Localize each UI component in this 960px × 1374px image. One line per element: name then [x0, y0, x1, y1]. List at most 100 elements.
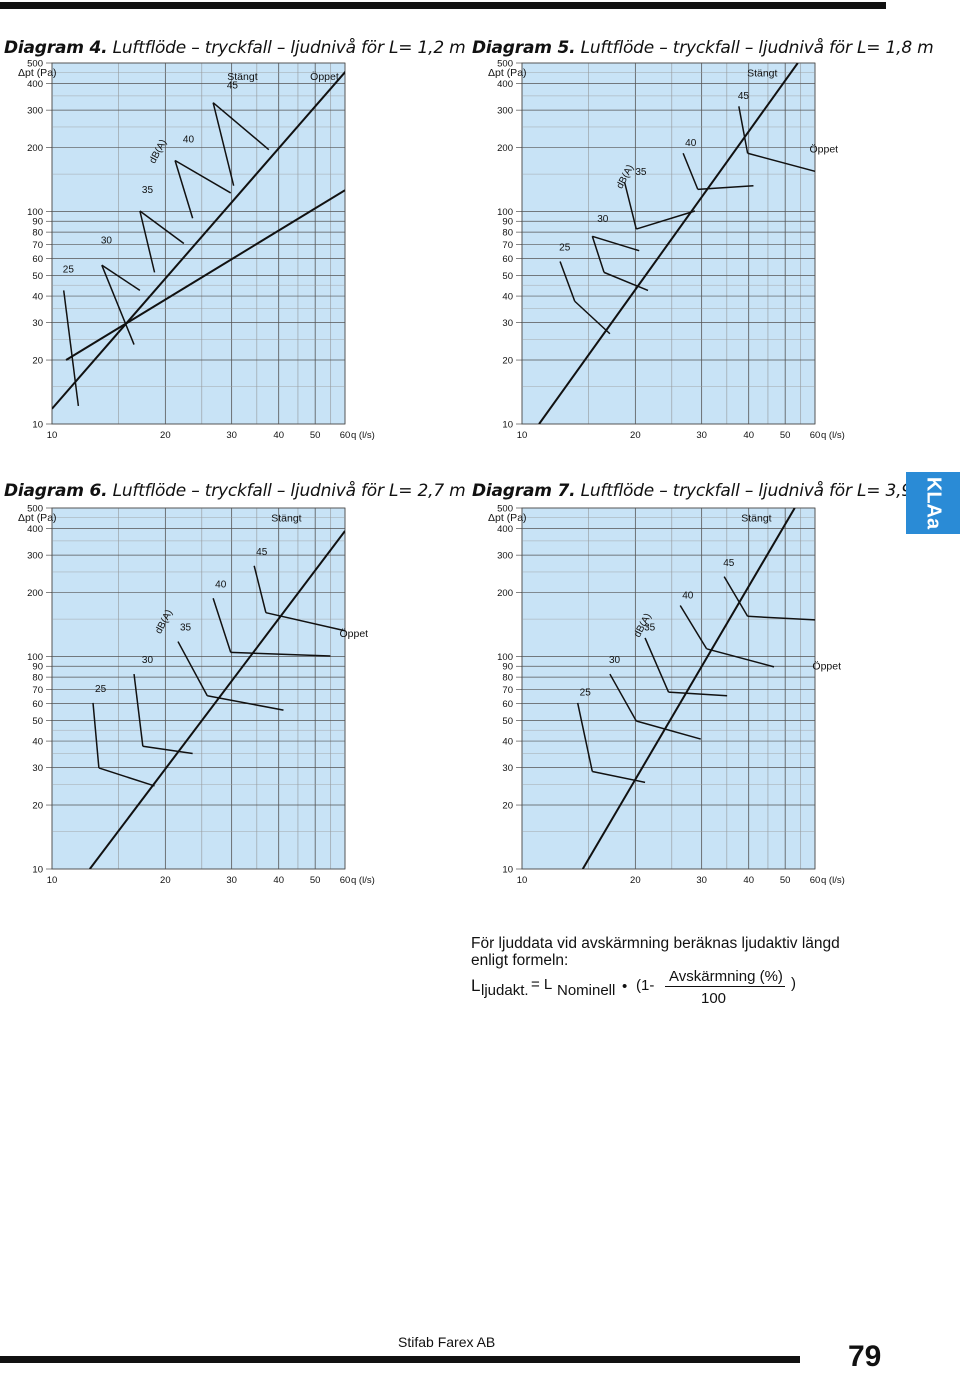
c2-plot-area	[51, 507, 346, 870]
c1-xlabel: q (l/s)	[821, 430, 845, 441]
c2-sound-line	[142, 745, 193, 755]
c0-sound-level-label: 35	[142, 185, 154, 196]
c3-sound-level-label: 40	[682, 590, 694, 601]
c0-ytick-label: 90	[32, 217, 43, 228]
c3-ytick-label: 30	[502, 763, 513, 774]
c0-xtick-label: 50	[310, 430, 321, 441]
c3-plot-area	[521, 507, 816, 870]
c1-ytick-label: 80	[502, 228, 513, 239]
formula-rhs-sub: Nominell	[557, 982, 616, 999]
c2-ytick-label: 10	[32, 865, 43, 876]
c2-sound-line	[230, 651, 331, 657]
c3-ytick-label: 500	[497, 504, 513, 515]
formula-numerator: Avskärmning (%)	[669, 968, 783, 985]
c3-xtick-label: 20	[630, 875, 641, 886]
c0-series-line-0	[52, 70, 345, 410]
company-name: Stifab Farex AB	[398, 1334, 496, 1350]
formula-denominator: 100	[701, 990, 727, 1007]
c2-ytick-label: 500	[27, 504, 43, 515]
c0-ytick-label: 50	[32, 271, 43, 282]
c3-ytick-label: 10	[502, 865, 513, 876]
section-tab: KLAa	[906, 472, 960, 534]
c2-ytick-label: 200	[27, 588, 43, 599]
c3-sound-line	[747, 615, 816, 621]
c1-ytick-label: 70	[502, 240, 513, 251]
c2-ytick-label: 40	[32, 737, 43, 748]
c0-ytick-label: 100	[27, 207, 43, 218]
c2-sound-line	[133, 673, 144, 747]
c1-ytick-label: 100	[497, 207, 513, 218]
c1-ytick-label: 50	[502, 271, 513, 282]
c1-sound-level-label: 45	[738, 91, 750, 102]
c3-sound-line	[592, 770, 646, 784]
diagram-5-label: Diagram 5.	[472, 38, 576, 58]
c0-ytick-label: 70	[32, 240, 43, 251]
c0-xtick-label: 10	[47, 430, 58, 441]
c1-sound-level-label: 40	[685, 138, 697, 149]
c1-sound-line	[574, 300, 611, 335]
c0-sound-line	[139, 210, 156, 273]
c0-sound-line	[212, 102, 235, 186]
diagram-6-subtitle: Luftflöde – tryckfall – ljudnivå för L= …	[112, 481, 466, 501]
c0-sound-line	[139, 210, 185, 245]
c2-open-label: Öppet	[339, 628, 368, 640]
c0-ytick-label: 40	[32, 292, 43, 303]
section-tab-label: KLAa	[922, 476, 945, 530]
c0-sound-line	[101, 264, 135, 345]
diagram-4-subtitle: Luftflöde – tryckfall – ljudnivå för L= …	[112, 38, 466, 58]
c1-ytick-label: 30	[502, 318, 513, 329]
c1-closed-label: Stängt	[747, 68, 777, 80]
c2-ytick-label: 50	[32, 716, 43, 727]
c2-xtick-label: 30	[226, 875, 237, 886]
c1-ytick-label: 300	[497, 106, 513, 117]
c2-ytick-label: 90	[32, 662, 43, 673]
c2-closed-label: Stängt	[271, 513, 301, 525]
c0-xtick-label: 40	[273, 430, 284, 441]
c1-ytick-label: 500	[497, 59, 513, 70]
c3-series-line-0	[581, 508, 796, 869]
diagram-5-title: Diagram 5. Luftflöde – tryckfall – ljudn…	[472, 38, 934, 58]
c3-sound-level-label: 25	[580, 688, 592, 699]
c2-xlabel: q (l/s)	[351, 875, 375, 886]
c0-sound-line	[212, 102, 270, 151]
diagram-7-subtitle: Luftflöde – tryckfall – ljudnivå för L= …	[580, 481, 934, 501]
c0-xtick-label: 60	[340, 430, 351, 441]
c3-xtick-label: 10	[517, 875, 528, 886]
c0-ytick-label: 80	[32, 228, 43, 239]
c3-ytick-label: 90	[502, 662, 513, 673]
c3-ytick-label: 70	[502, 685, 513, 696]
c1-ytick-label: 20	[502, 356, 513, 367]
formula: L ljudakt. = L Nominell • (1- Avskärmnin…	[471, 968, 831, 1013]
c1-sound-line	[636, 210, 696, 230]
c1-xtick-label: 30	[696, 430, 707, 441]
c2-xtick-label: 40	[273, 875, 284, 886]
c2-ylabel: Δpt (Pa)	[18, 512, 57, 524]
diagram-7-label: Diagram 7.	[472, 481, 576, 501]
c3-ytick-label: 200	[497, 588, 513, 599]
c2-ytick-label: 70	[32, 685, 43, 696]
formula-lhs: L	[471, 976, 481, 995]
c1-sound-line	[697, 184, 754, 191]
c1-sound-line	[603, 271, 649, 292]
c1-sound-line	[591, 236, 605, 273]
c1-ytick-label: 400	[497, 79, 513, 90]
c2-sound-level-label: 40	[215, 579, 227, 590]
c0-ytick-label: 20	[32, 356, 43, 367]
c3-ytick-label: 20	[502, 801, 513, 812]
c0-sound-line	[174, 159, 232, 194]
bottom-rule	[0, 1356, 800, 1363]
c2-ytick-label: 60	[32, 699, 43, 710]
c3-xtick-label: 60	[810, 875, 821, 886]
c0-ytick-label: 500	[27, 59, 43, 70]
c3-ytick-label: 300	[497, 551, 513, 562]
c1-sound-line	[738, 106, 749, 154]
formula-note: För ljuddata vid avskärmning beräknas lj…	[471, 935, 840, 969]
c2-xtick-label: 50	[310, 875, 321, 886]
c1-sound-level-label: 35	[635, 167, 647, 178]
c2-ytick-label: 400	[27, 524, 43, 535]
c0-ytick-label: 200	[27, 143, 43, 154]
c3-sound-line	[679, 605, 708, 650]
diagram-4-label: Diagram 4.	[4, 38, 108, 58]
c3-sound-line	[576, 702, 594, 772]
